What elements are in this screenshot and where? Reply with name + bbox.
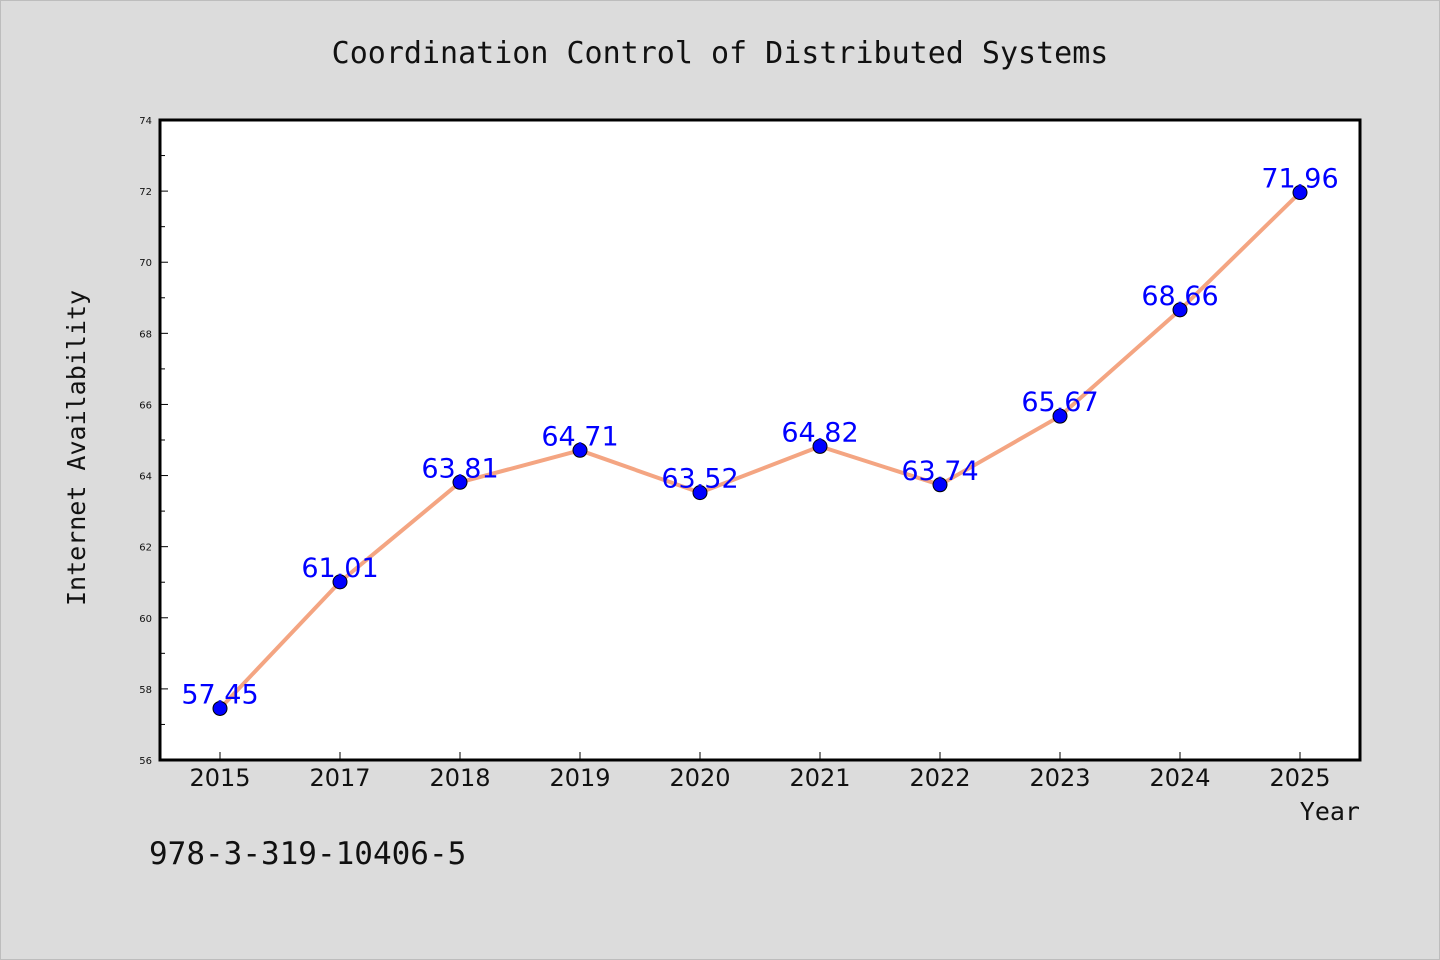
- data-label: 63.74: [901, 456, 978, 487]
- chart-title: Coordination Control of Distributed Syst…: [332, 36, 1109, 71]
- y-tick-label: 74: [139, 116, 152, 127]
- x-tick-label: 2015: [189, 764, 250, 792]
- data-label: 64.71: [541, 421, 618, 452]
- data-label: 61.01: [301, 553, 378, 584]
- x-tick-label: 2017: [309, 764, 370, 792]
- series-line: [218, 190, 1302, 711]
- data-label: 57.45: [181, 679, 258, 710]
- y-tick-label: 70: [139, 258, 152, 269]
- data-point: [452, 474, 468, 490]
- y-tick-label: 60: [139, 614, 152, 625]
- y-tick-label: 58: [139, 685, 152, 696]
- y-tick-label: 68: [139, 329, 152, 340]
- data-point: [572, 442, 588, 458]
- data-label: 71.96: [1261, 164, 1338, 195]
- data-point: [932, 477, 948, 493]
- x-tick-label: 2021: [789, 764, 850, 792]
- y-axis-label: Internet Availability: [62, 290, 91, 606]
- data-label: 68.66: [1141, 281, 1218, 312]
- isbn-text: 978-3-319-10406-5: [149, 836, 466, 872]
- y-tick-label: 64: [139, 472, 152, 483]
- x-tick-label: 2023: [1029, 764, 1090, 792]
- data-point: [812, 438, 828, 454]
- data-point: [1292, 185, 1308, 201]
- data-label: 63.52: [661, 464, 738, 495]
- x-tick-label: 2022: [909, 764, 970, 792]
- x-tick-label: 2020: [669, 764, 730, 792]
- y-tick-label: 56: [139, 756, 152, 767]
- x-axis-label: Year: [1300, 797, 1360, 826]
- data-point: [692, 485, 708, 501]
- y-axis-ticks: 56 58 60 62 64 66 68 70 72 74: [139, 116, 168, 767]
- x-axis-ticks: 2015 2017 2018 2019 2020 2021 2022 2023 2024 2025: [189, 752, 1331, 792]
- data-point: [1172, 302, 1188, 318]
- data-label: 63.81: [421, 453, 498, 484]
- x-tick-label: 2024: [1149, 764, 1210, 792]
- data-labels-layer: 57.45 61.01 63.81 64.71 63.52 64.82 63.74 65.67…: [181, 164, 1338, 711]
- data-label: 64.82: [781, 417, 858, 448]
- data-point: [332, 574, 348, 590]
- x-tick-label: 2018: [429, 764, 490, 792]
- y-tick-label: 62: [139, 543, 152, 554]
- data-label: 65.67: [1021, 387, 1098, 418]
- x-tick-label: 2019: [549, 764, 610, 792]
- y-tick-label: 72: [139, 187, 152, 198]
- plot-area: [158, 118, 1362, 762]
- data-point: [212, 700, 228, 716]
- data-point: [1052, 408, 1068, 424]
- series-layer: [212, 185, 1308, 716]
- x-tick-label: 2025: [1269, 764, 1330, 792]
- y-tick-label: 66: [139, 400, 152, 411]
